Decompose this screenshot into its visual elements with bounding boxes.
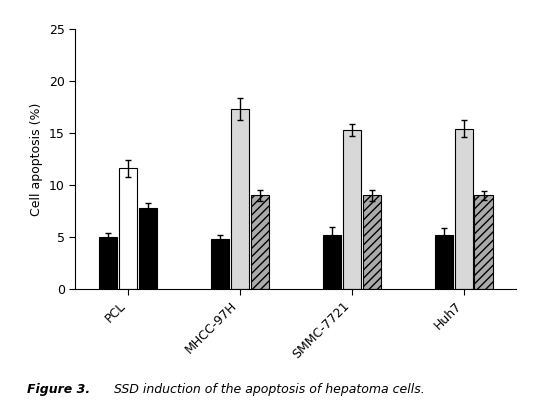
Bar bbox=[343, 130, 361, 289]
Bar bbox=[231, 109, 249, 289]
Bar bbox=[251, 195, 269, 289]
Bar bbox=[139, 208, 157, 289]
Bar bbox=[435, 235, 453, 289]
Bar bbox=[99, 237, 117, 289]
Bar bbox=[455, 129, 473, 289]
Bar bbox=[323, 235, 341, 289]
Bar bbox=[363, 195, 381, 289]
Bar bbox=[211, 239, 229, 289]
Bar bbox=[475, 195, 493, 289]
Text: SSD induction of the apoptosis of hepatoma cells.: SSD induction of the apoptosis of hepato… bbox=[110, 384, 425, 396]
Y-axis label: Cell apoptosis (%): Cell apoptosis (%) bbox=[31, 102, 44, 216]
Text: Figure 3.: Figure 3. bbox=[27, 384, 90, 396]
Bar bbox=[119, 169, 137, 289]
